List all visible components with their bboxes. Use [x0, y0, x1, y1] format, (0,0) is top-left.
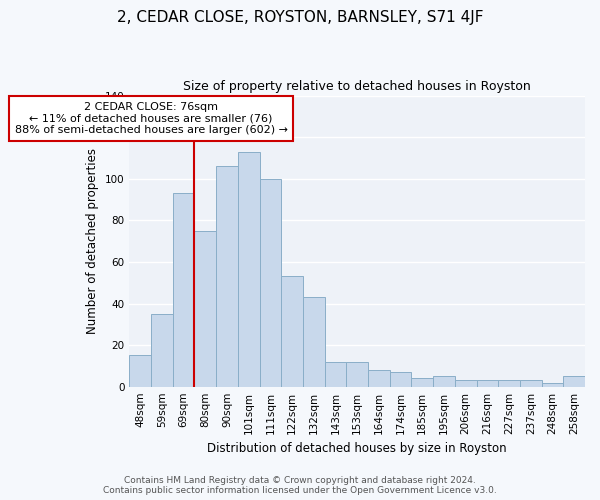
Bar	[498, 380, 520, 386]
Text: Contains HM Land Registry data © Crown copyright and database right 2024.
Contai: Contains HM Land Registry data © Crown c…	[103, 476, 497, 495]
Text: 2 CEDAR CLOSE: 76sqm
← 11% of detached houses are smaller (76)
88% of semi-detac: 2 CEDAR CLOSE: 76sqm ← 11% of detached h…	[14, 102, 287, 135]
Bar	[325, 362, 346, 386]
Bar	[303, 298, 325, 386]
Bar	[542, 382, 563, 386]
Bar	[433, 376, 455, 386]
Bar	[455, 380, 476, 386]
Bar	[563, 376, 585, 386]
X-axis label: Distribution of detached houses by size in Royston: Distribution of detached houses by size …	[208, 442, 507, 455]
Bar	[260, 178, 281, 386]
Bar	[238, 152, 260, 386]
Bar	[173, 194, 194, 386]
Bar	[281, 276, 303, 386]
Bar	[194, 230, 216, 386]
Bar	[216, 166, 238, 386]
Title: Size of property relative to detached houses in Royston: Size of property relative to detached ho…	[184, 80, 531, 93]
Bar	[130, 356, 151, 386]
Bar	[368, 370, 390, 386]
Text: 2, CEDAR CLOSE, ROYSTON, BARNSLEY, S71 4JF: 2, CEDAR CLOSE, ROYSTON, BARNSLEY, S71 4…	[117, 10, 483, 25]
Bar	[346, 362, 368, 386]
Y-axis label: Number of detached properties: Number of detached properties	[86, 148, 99, 334]
Bar	[476, 380, 498, 386]
Bar	[151, 314, 173, 386]
Bar	[412, 378, 433, 386]
Bar	[390, 372, 412, 386]
Bar	[520, 380, 542, 386]
